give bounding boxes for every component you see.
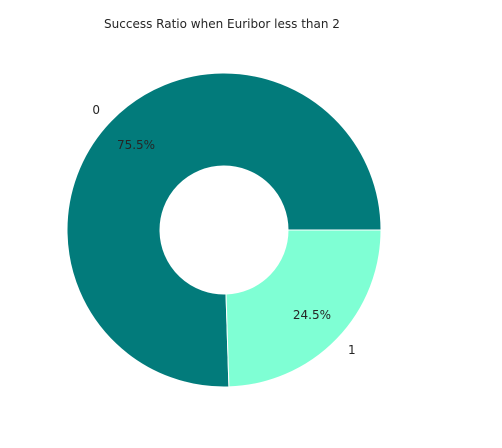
category-label-0: 0 [92, 103, 100, 117]
pct-label-1: 24.5% [293, 308, 331, 322]
category-label-1: 1 [348, 343, 356, 357]
slice-1 [225, 229, 382, 388]
donut-labels: 75.5% 0 24.5% 1 [92, 103, 355, 357]
chart-title: Success Ratio when Euribor less than 2 [104, 17, 340, 31]
donut-slices [66, 72, 382, 388]
slice-0 [66, 72, 382, 388]
pct-label-0: 75.5% [117, 138, 155, 152]
